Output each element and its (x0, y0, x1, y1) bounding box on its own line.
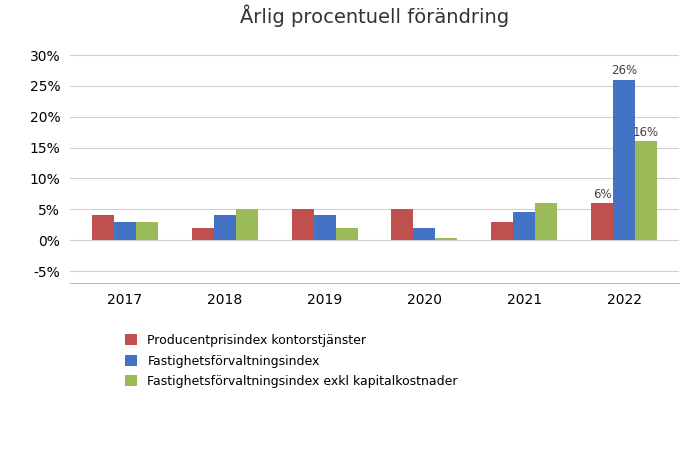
Bar (414, 228, 435, 240)
Bar (491, 222, 513, 240)
Bar (114, 222, 136, 240)
Bar (192, 228, 214, 240)
Bar (536, 203, 557, 240)
Bar (214, 216, 236, 240)
Bar (613, 80, 635, 240)
Title: Årlig procentuell förändring: Årlig procentuell förändring (240, 4, 509, 27)
Bar (391, 209, 414, 240)
Bar (513, 213, 536, 240)
Bar (292, 209, 314, 240)
Bar (136, 222, 158, 240)
Bar (92, 216, 114, 240)
Text: 16%: 16% (633, 126, 659, 139)
Text: 26%: 26% (611, 64, 637, 77)
Bar (236, 209, 258, 240)
Bar (314, 216, 335, 240)
Legend: Producentprisindex kontorstjänster, Fastighetsförvaltningsindex, Fastighetsförva: Producentprisindex kontorstjänster, Fast… (125, 334, 458, 388)
Bar (635, 142, 657, 240)
Bar (591, 203, 613, 240)
Bar (435, 238, 457, 240)
Bar (335, 228, 358, 240)
Text: 6%: 6% (593, 188, 611, 201)
